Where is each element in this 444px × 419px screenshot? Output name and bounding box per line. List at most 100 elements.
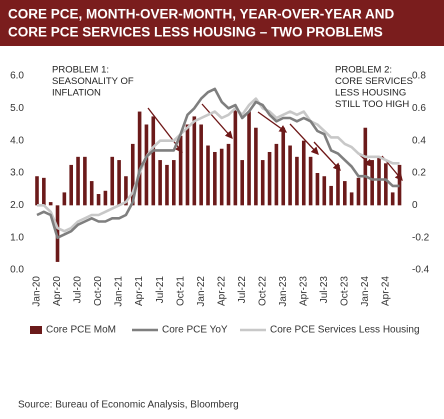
bar: [206, 145, 210, 206]
bar: [110, 156, 115, 206]
bar: [322, 176, 327, 206]
legend-label: Core PCE Services Less Housing: [270, 325, 420, 336]
annotation: STILL TOO HIGH: [335, 99, 409, 110]
bar: [35, 176, 39, 206]
legend-label: Core PCE YoY: [162, 325, 228, 336]
bar: [213, 151, 217, 206]
y-tick-label: 0.0: [10, 265, 24, 276]
bar: [69, 164, 73, 206]
x-tick-label: Jan-22: [196, 276, 207, 307]
y-tick-label: 6.0: [10, 71, 24, 82]
bar: [219, 148, 224, 206]
bar: [274, 143, 279, 206]
x-tick-label: Oct-23: [339, 276, 350, 306]
bar: [384, 163, 388, 206]
x-tick-label: Jul-21: [155, 276, 166, 304]
bar: [178, 135, 183, 206]
bar: [233, 108, 238, 206]
bar: [76, 156, 80, 206]
bar: [89, 181, 94, 206]
x-tick-label: Apr-23: [298, 276, 309, 306]
y2-tick-label: -0.4: [412, 265, 430, 276]
bar: [96, 194, 101, 206]
y-tick-label: 4.0: [10, 135, 24, 146]
annotation: SEASONALITY OF: [52, 76, 134, 87]
legend-label: Core PCE MoM: [46, 325, 116, 336]
x-tick-label: Jan-24: [360, 276, 371, 307]
chart-title: CORE PCE, MONTH-OVER-MONTH, YEAR-OVER-YE…: [8, 7, 395, 22]
x-tick-label: Jul-20: [73, 276, 84, 304]
bar: [151, 116, 156, 206]
y-tick-label: 3.0: [10, 168, 24, 179]
y-tick-label: 1.0: [10, 232, 24, 243]
legend-swatch: [30, 326, 42, 334]
x-tick-label: Oct-20: [93, 276, 104, 306]
bar: [288, 145, 292, 206]
bar: [363, 127, 368, 206]
bar: [165, 164, 169, 206]
bar: [199, 124, 203, 206]
x-tick-label: Jul-22: [237, 276, 248, 304]
bar: [377, 156, 381, 206]
x-tick-label: Apr-20: [52, 276, 63, 306]
bar: [226, 143, 231, 206]
y2-tick-label: -0.2: [412, 232, 430, 243]
bar: [336, 164, 340, 206]
y2-tick-label: 0.6: [412, 103, 426, 114]
bar: [397, 164, 402, 206]
line: [36, 87, 400, 239]
x-tick-label: Apr-21: [134, 276, 145, 306]
bar: [137, 111, 142, 206]
annotation: INFLATION: [52, 88, 101, 99]
x-tick-label: Jan-21: [114, 276, 125, 307]
x-tick-label: Jan-20: [32, 276, 43, 307]
y2-tick-label: 0: [412, 200, 418, 211]
bar: [295, 156, 299, 206]
bar: [281, 127, 286, 206]
bar: [308, 156, 313, 206]
y2-tick-label: 0.8: [412, 71, 426, 82]
bar: [329, 185, 333, 206]
bar: [260, 160, 265, 206]
x-tick-label: Jul-23: [319, 276, 330, 304]
bar: [301, 140, 306, 206]
x-tick-label: Jan-23: [278, 276, 289, 307]
bar: [254, 127, 258, 206]
bar: [62, 192, 67, 206]
bar: [247, 111, 251, 206]
annotation: CORE SERVICES: [335, 76, 413, 87]
y2-tick-label: 0.4: [412, 135, 426, 146]
bar: [130, 143, 135, 206]
bar: [144, 124, 149, 206]
annotation: LESS HOUSING: [335, 88, 406, 99]
annotation: PROBLEM 1:: [52, 65, 109, 76]
x-tick-label: Oct-21: [175, 276, 186, 306]
y2-tick-label: 0.2: [412, 168, 426, 179]
bar: [267, 151, 272, 206]
bar: [158, 160, 162, 206]
x-tick-label: Apr-24: [380, 276, 391, 306]
y-tick-label: 5.0: [10, 103, 24, 114]
bar: [103, 190, 108, 206]
bar: [356, 177, 361, 206]
y-tick-label: 2.0: [10, 200, 24, 211]
bar: [42, 177, 46, 206]
bar: [343, 181, 347, 206]
bar: [192, 116, 197, 206]
bar: [390, 192, 395, 206]
x-tick-label: Apr-22: [216, 276, 227, 306]
bar: [349, 192, 354, 206]
chart-title: CORE PCE SERVICES LESS HOUSING – TWO PRO…: [8, 25, 383, 40]
bar: [117, 160, 121, 206]
annotation: PROBLEM 2:: [335, 65, 392, 76]
bar: [185, 124, 190, 206]
title-banner: [0, 0, 444, 46]
bar: [83, 156, 87, 206]
bar: [48, 202, 53, 206]
line: [37, 97, 400, 233]
bar: [315, 173, 320, 206]
source: Source: Bureau of Economic Analysis, Blo…: [18, 400, 239, 411]
bar: [172, 160, 176, 206]
bar: [240, 160, 244, 206]
